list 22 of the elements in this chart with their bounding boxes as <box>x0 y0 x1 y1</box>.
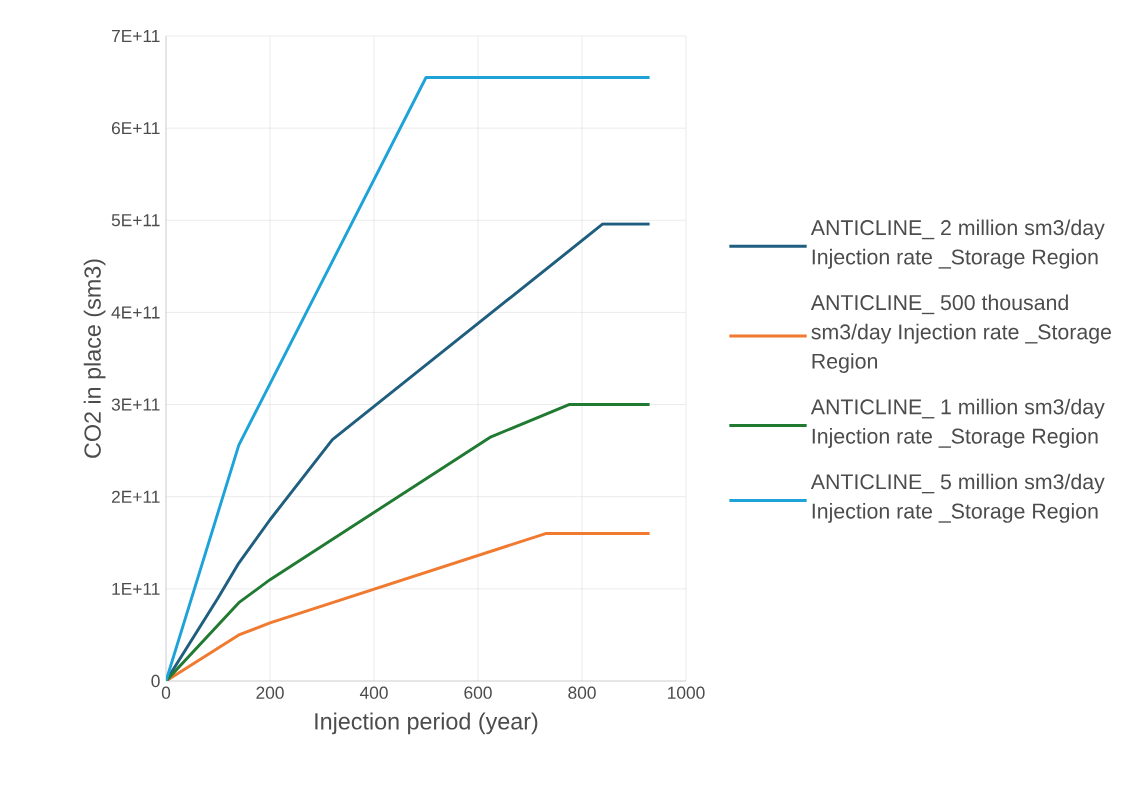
legend-label: ANTICLINE_ 1 million sm3/day Injection rate _Storage Region <box>810 398 1105 448</box>
x-tick-label: 600 <box>464 686 492 699</box>
y-axis-title: CO2 in place (sm3) <box>83 259 106 458</box>
x-tick-label: 400 <box>359 686 388 699</box>
x-tick-label: 800 <box>568 686 596 699</box>
y-tick-label: 6E+11 <box>111 122 160 135</box>
x-axis-title: Injection period (year) <box>315 712 538 735</box>
x-tick-label: 1000 <box>668 686 705 699</box>
y-tick-label: 7E+11 <box>111 30 160 42</box>
legend-label: ANTICLINE_ 2 million sm3/day Injection rate _Storage Region <box>810 219 1105 269</box>
y-tick-label: 4E+11 <box>111 306 160 319</box>
line-series <box>166 532 652 681</box>
y-tick-label: 1E+11 <box>112 582 160 595</box>
legend-label: ANTICLINE_ 5 million sm3/day Injection rate _Storage Region <box>810 473 1105 523</box>
x-tick-label: 200 <box>256 686 284 699</box>
y-tick-label: 2E+11 <box>111 490 160 503</box>
y-tick-label: 5E+11 <box>111 214 160 227</box>
y-tick-label: 3E+11 <box>111 398 160 411</box>
x-tick-label: 0 <box>161 686 171 699</box>
y-tick-label: 0 <box>151 674 160 688</box>
legend-label: ANTICLINE_ 500 thousand sm3/day Injection rate _Storage Region <box>810 294 1112 374</box>
line-series <box>166 403 652 681</box>
